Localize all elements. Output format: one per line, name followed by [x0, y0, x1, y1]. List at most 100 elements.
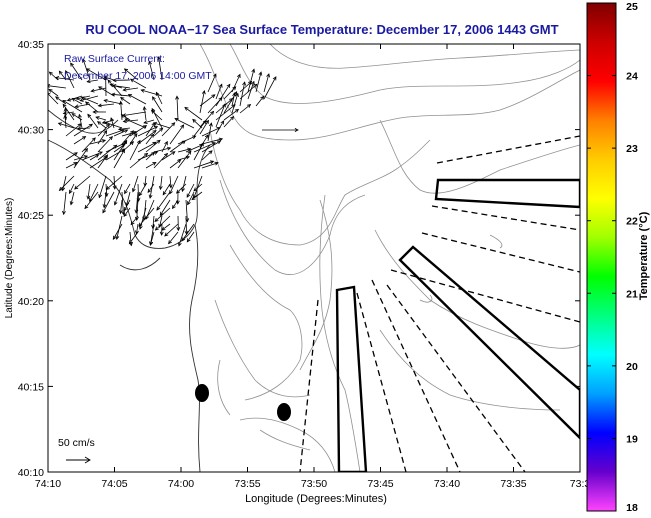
current-vector: [76, 126, 91, 131]
colorbar-tick-label: 24: [626, 71, 638, 83]
current-vector: [177, 223, 187, 247]
current-vector: [199, 94, 216, 107]
annotation-line-2: December 17, 2006 14:00 GMT: [64, 70, 212, 82]
current-vector: [115, 215, 123, 240]
current-vector: [79, 95, 99, 102]
current-vector: [199, 89, 206, 114]
current-vector: [85, 68, 107, 81]
current-vector: [84, 191, 99, 210]
current-vector: [151, 215, 156, 230]
x-axis: 74:10 74:05 74:00 73:55 73:50 73:45 73:40 73:35…: [35, 44, 591, 490]
current-vector: [201, 150, 213, 161]
y-axis-label: Latitude (Degrees:Minutes): [4, 198, 15, 319]
current-vector: [263, 73, 270, 93]
current-vector: [177, 135, 197, 145]
current-vector: [69, 183, 75, 195]
colorbar-tick-label: 19: [626, 433, 638, 445]
current-vector: [159, 199, 171, 216]
y-tick-label: 40:30: [18, 125, 44, 137]
current-vector: [153, 146, 172, 153]
current-vector: [153, 152, 169, 169]
current-vector: [65, 70, 75, 89]
y-tick-label: 40:25: [18, 210, 44, 222]
current-vector: [89, 139, 107, 145]
current-vector: [181, 223, 195, 242]
x-tick-label: 73:40: [434, 478, 460, 490]
current-vector: [92, 110, 107, 114]
current-vector: [89, 154, 100, 161]
colorbar: [586, 2, 617, 512]
current-vector: [177, 150, 192, 169]
current-vector: [176, 215, 181, 232]
current-vector: [199, 119, 209, 135]
current-vector: [124, 118, 147, 129]
current-vector: [97, 130, 108, 145]
current-vector: [143, 119, 155, 124]
current-vector: [69, 191, 75, 206]
current-vector: [215, 83, 231, 107]
current-vector: [73, 123, 94, 137]
current-vector: [130, 215, 139, 226]
current-vector: [81, 137, 96, 153]
current-vector: [174, 118, 195, 129]
current-vector: [145, 133, 155, 145]
current-vector: [131, 175, 139, 193]
current-vector: [77, 113, 83, 129]
current-vector: [118, 100, 123, 121]
current-vector: [168, 231, 179, 245]
current-vector: [223, 116, 235, 128]
current-vector: [96, 121, 107, 129]
current-vector: [137, 129, 157, 145]
current-vector: [113, 183, 123, 206]
current-vector: [118, 199, 123, 215]
current-vector: [161, 122, 176, 137]
current-vector: [156, 191, 171, 211]
colorbar-tick-label: 23: [626, 143, 638, 155]
dashed-boundary-lines: [299, 135, 580, 472]
current-vector: [255, 71, 263, 93]
current-vector: [172, 199, 179, 210]
map-title: RU COOL NOAA−17 Sea Surface Temperature:…: [85, 22, 558, 37]
current-vector: [110, 117, 115, 129]
current-vector: [137, 141, 157, 153]
current-vector: [80, 96, 99, 105]
colorbar-label: Temperature (°C): [638, 211, 650, 300]
current-vector: [186, 183, 195, 198]
current-vector: [215, 83, 223, 100]
x-tick-label: 73:3: [570, 478, 591, 490]
current-vector: [215, 120, 225, 135]
current-vector: [161, 140, 168, 153]
x-tick-label: 73:50: [301, 478, 327, 490]
y-tick-label: 40:15: [18, 381, 44, 393]
current-vector: [162, 183, 171, 196]
current-vector: [159, 223, 164, 236]
current-vector: [71, 97, 83, 105]
current-vector: [255, 95, 265, 107]
current-vector: [175, 95, 180, 121]
current-vector: [97, 103, 115, 108]
current-vector: [231, 92, 237, 107]
colorbar-ticks: 25 24 23 22 21 20 19 18: [587, 1, 638, 514]
current-vector: [48, 92, 59, 105]
current-vector: [187, 191, 195, 206]
scale-label: 50 cm/s: [58, 437, 95, 449]
current-vector: [137, 126, 159, 137]
current-vector: [239, 81, 247, 107]
polygon-southeast: [398, 245, 580, 440]
current-vector: [247, 80, 255, 100]
current-vector: [158, 175, 163, 191]
station-marker: [195, 384, 209, 402]
current-vector: [199, 134, 209, 149]
current-vector: [113, 139, 128, 161]
x-tick-label: 74:05: [101, 478, 127, 490]
current-vector: [150, 109, 163, 121]
current-vector: [62, 103, 75, 121]
bathymetry-contours: [199, 44, 580, 472]
x-tick-label: 73:35: [500, 478, 526, 490]
current-vector: [223, 108, 240, 121]
current-vector: [201, 161, 219, 169]
current-vector: [145, 162, 157, 169]
current-vector: [181, 175, 187, 193]
current-vector: [207, 122, 213, 142]
